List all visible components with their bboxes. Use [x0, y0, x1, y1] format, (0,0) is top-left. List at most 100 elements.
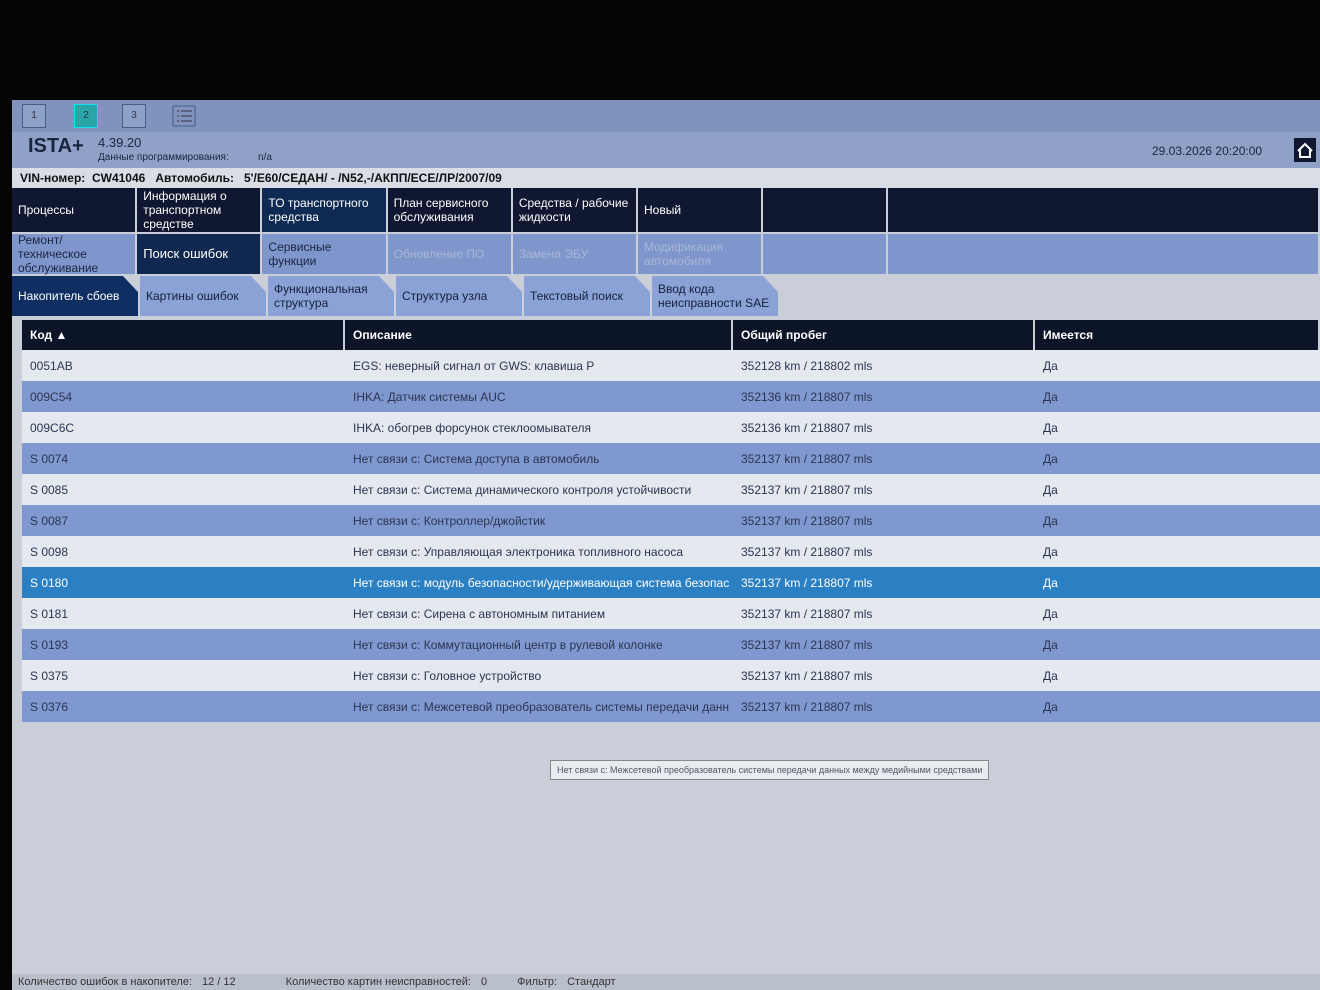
vehicle: 5'/E60/СЕДАН/ - /N52,-/АКПП/ECE/ЛР/2007/…	[243, 171, 502, 185]
table-cell: S 0375	[30, 668, 69, 683]
nav-item[interactable]: Информация о транспортном средстве	[137, 188, 261, 232]
table-cell: 009C54	[30, 389, 73, 404]
table-row[interactable]: 009C6C IHKA: обогрев форсунок стеклоомыва…	[22, 412, 1320, 443]
vehicle-bar: VIN-номер: CW41046 Автомобиль: 5'/E60/СЕ…	[12, 168, 1320, 188]
table-cell: 352137 km / 218807 mls	[741, 482, 873, 497]
table-cell: 352128 km / 218802 mls	[741, 358, 873, 373]
tab-row: Накопитель сбоев Картины ошибок Функцион…	[12, 276, 1320, 316]
table-header: Код ▲ Описание Общий пробег Имеется	[22, 320, 1320, 350]
nav-item[interactable]: Новый	[638, 188, 762, 232]
table-row[interactable]: S 0193 Нет связи с: Коммутационный центр …	[22, 629, 1320, 660]
status-bar: Количество ошибок в накопителе: 12 / 12 …	[12, 974, 1320, 990]
table-cell: 352137 km / 218807 mls	[741, 606, 873, 621]
table-cell: 352137 km / 218807 mls	[741, 699, 873, 714]
tab[interactable]: Функциональная структура	[268, 276, 394, 316]
table-cell: 352137 km / 218807 mls	[741, 668, 873, 683]
table-cell: Нет связи с: Головное устройство	[353, 668, 542, 683]
table-cell: S 0376	[30, 699, 69, 714]
table-row[interactable]: S 0181 Нет связи с: Сирена с автономным п…	[22, 598, 1320, 629]
nav-item[interactable]: Поиск ошибок	[137, 234, 261, 274]
toolbar: 1 2 3	[12, 100, 1320, 132]
status-label: Количество ошибок в накопителе:	[18, 976, 193, 988]
datetime: 29.03.2026 20:20:00	[1152, 144, 1263, 158]
nav-item: Модификация автомобиля	[638, 234, 762, 274]
table-cell: Да	[1043, 606, 1058, 621]
table-cell: Нет связи с: Система динамического контр…	[353, 482, 692, 497]
table-cell: IHKA: Датчик системы AUC	[353, 389, 506, 404]
column-header[interactable]: Код ▲	[22, 320, 345, 350]
nav-item[interactable]: ТО транспортного средства	[262, 188, 386, 232]
column-header[interactable]: Имеется	[1035, 320, 1320, 350]
table-cell: S 0087	[30, 513, 69, 528]
ista-window: 1 2 3 ISTA+ 4.39.20 Данные программирова…	[12, 100, 1320, 990]
table-row[interactable]: S 0087 Нет связи с: Контроллер/джойстик 35…	[22, 505, 1320, 536]
vehicle-label: Автомобиль:	[155, 171, 234, 185]
table-cell: S 0085	[30, 482, 69, 497]
tab[interactable]: Текстовый поиск	[524, 276, 650, 316]
status-label: Фильтр:	[517, 976, 558, 988]
table-cell: S 0098	[30, 544, 69, 559]
table-cell: 352137 km / 218807 mls	[741, 513, 873, 528]
nav-item[interactable]: Сервисные функции	[262, 234, 386, 274]
sub-nav: Ремонт/ техническое обслуживание Поиск о…	[12, 233, 1320, 275]
column-header[interactable]: Общий пробег	[733, 320, 1035, 350]
vin-label: VIN-номер:	[20, 171, 86, 185]
tab[interactable]: Ввод кода неисправности SAE	[652, 276, 778, 316]
table-cell: S 0193	[30, 637, 69, 652]
table-row[interactable]: 009C54 IHKA: Датчик системы AUC 352136 km …	[22, 381, 1320, 412]
fault-table: Код ▲ Описание Общий пробег Имеется 0051…	[22, 320, 1320, 722]
nav-item[interactable]: Средства / рабочие жидкости	[512, 188, 637, 232]
table-cell: 352136 km / 218807 mls	[741, 420, 873, 435]
home-button[interactable]	[1294, 138, 1316, 162]
table-cell: 352137 km / 218807 mls	[741, 575, 873, 590]
table-cell: EGS: неверный сигнал от GWS: клавиша P	[353, 358, 595, 373]
nav-empty	[888, 234, 1318, 274]
table-row[interactable]: S 0085 Нет связи с: Система динамического…	[22, 474, 1320, 505]
toolbar-button[interactable]: 2	[74, 104, 98, 128]
nav-item[interactable]: Ремонт/ техническое обслуживание	[12, 233, 136, 275]
table-row[interactable]: S 0098 Нет связи с: Управляющая электрони…	[22, 536, 1320, 567]
table-cell: Да	[1043, 699, 1058, 714]
table-row[interactable]: S 0180 Нет связи с: модуль безопасности/у…	[22, 567, 1320, 598]
status-value: Стандарт	[567, 976, 616, 988]
table-cell: 352137 km / 218807 mls	[741, 637, 873, 652]
table-cell: S 0074	[30, 451, 69, 466]
table-cell: IHKA: обогрев форсунок стеклоомывателя	[353, 420, 592, 435]
toolbar-button[interactable]: 1	[22, 104, 46, 128]
table-cell: Да	[1043, 668, 1058, 683]
programming-label: Данные программирования:	[98, 152, 229, 163]
nav-item[interactable]: План сервисного обслуживания	[387, 188, 511, 232]
table-row[interactable]: S 0074 Нет связи с: Система доступа в авт…	[22, 443, 1320, 474]
column-header[interactable]: Описание	[345, 320, 733, 350]
table-cell: Нет связи с: Контроллер/джойстик	[353, 513, 546, 528]
tab[interactable]: Картины ошибок	[140, 276, 266, 316]
table-cell: 009C6C	[30, 420, 75, 435]
nav-empty	[763, 188, 887, 232]
tab[interactable]: Накопитель сбоев	[12, 276, 138, 316]
nav-item[interactable]: Процессы	[12, 188, 136, 232]
table-cell: Нет связи с: Система доступа в автомобил…	[353, 451, 600, 466]
app-name: ISTA+	[28, 135, 84, 157]
toolbar-button[interactable]: 3	[122, 104, 146, 128]
programming-value: n/a	[258, 152, 272, 163]
table-row[interactable]: S 0375 Нет связи с: Головное устройство 35…	[22, 660, 1320, 691]
tab[interactable]: Структура узла	[396, 276, 522, 316]
table-cell: Да	[1043, 389, 1058, 404]
nav-empty	[888, 188, 1318, 232]
table-cell: Да	[1043, 482, 1058, 497]
table-cell: Да	[1043, 544, 1058, 559]
table-row[interactable]: S 0376 Нет связи с: Межсетевой преобразов…	[22, 691, 1320, 722]
table-cell: Да	[1043, 451, 1058, 466]
status-value: 12 / 12	[202, 976, 236, 988]
table-cell: 352137 km / 218807 mls	[741, 451, 873, 466]
status-label: Количество картин неисправностей:	[285, 976, 471, 988]
table-body: 0051AB EGS: неверный сигнал от GWS: клави…	[22, 350, 1320, 722]
title-bar: ISTA+ 4.39.20 Данные программирования: n…	[12, 132, 1320, 168]
table-cell: Да	[1043, 575, 1058, 590]
table-cell: 352136 km / 218807 mls	[741, 389, 873, 404]
list-icon[interactable]	[172, 105, 196, 127]
table-cell: Нет связи с: Управляющая электроника топ…	[353, 544, 684, 559]
table-cell: Нет связи с: Межсетевой преобразователь …	[353, 699, 730, 714]
table-row[interactable]: 0051AB EGS: неверный сигнал от GWS: клави…	[22, 350, 1320, 381]
